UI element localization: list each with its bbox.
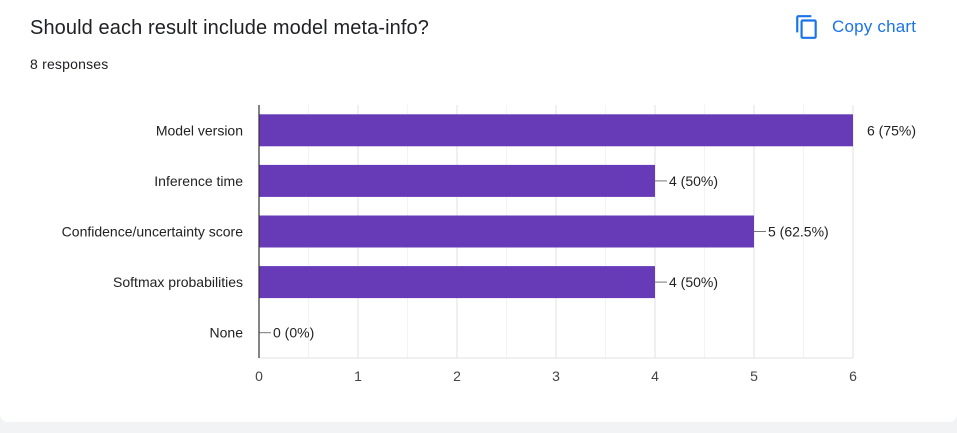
data-label: 4 (50%): [669, 173, 718, 189]
x-tick-label: 0: [255, 368, 263, 384]
chart-card: Should each result include model meta-in…: [0, 0, 957, 422]
x-tick-label: 5: [750, 368, 758, 384]
data-label: 5 (62.5%): [768, 224, 829, 240]
category-label: Softmax probabilities: [113, 274, 243, 290]
bar-chart: 0 1 2 3 4 5 6 Model version 6 (75%) Inference tim…: [62, 105, 916, 384]
x-tick-label: 1: [354, 368, 362, 384]
category-label: Confidence/uncertainty score: [62, 224, 244, 240]
bar: [259, 266, 655, 299]
x-tick-label: 4: [651, 368, 659, 384]
bar: [259, 215, 754, 248]
data-label: 4 (50%): [669, 274, 718, 290]
category-label: Inference time: [154, 173, 243, 189]
chart-title: Should each result include model meta-in…: [30, 17, 429, 39]
copy-icon: [796, 15, 817, 39]
x-tick-label: 2: [453, 368, 461, 384]
response-count: 8 responses: [30, 56, 109, 72]
x-tick-label: 6: [849, 368, 857, 384]
x-tick-label: 3: [552, 368, 560, 384]
copy-chart-button[interactable]: Copy chart: [788, 8, 926, 46]
bar: [259, 164, 655, 197]
copy-chart-label: Copy chart: [832, 17, 917, 36]
category-label: None: [210, 325, 244, 341]
data-label: 0 (0%): [273, 325, 314, 341]
data-label: 6 (75%): [867, 122, 916, 138]
bar: [259, 114, 853, 147]
category-label: Model version: [156, 122, 243, 138]
